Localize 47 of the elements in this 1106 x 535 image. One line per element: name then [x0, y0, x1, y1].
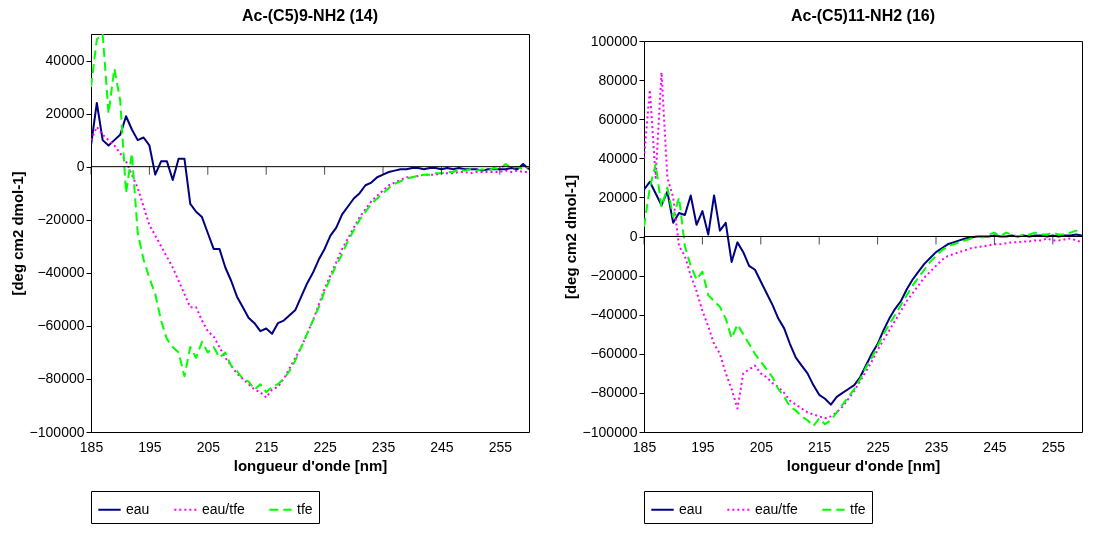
x-tick-label: 235	[924, 438, 949, 455]
x-tick-label: 195	[138, 438, 162, 455]
x-axis-title: longueur d'onde [nm]	[233, 456, 388, 474]
legend-label: eau/tfe	[755, 500, 799, 517]
y-tick-label: 20000	[45, 105, 85, 122]
y-tick-label: −20000	[590, 267, 638, 284]
x-tick-label: 245	[430, 438, 454, 455]
y-tick-label: −60000	[590, 345, 638, 362]
x-tick-label: 215	[255, 438, 279, 455]
y-tick-label: −100000	[29, 423, 85, 440]
y-axis-title: [deg cm2 dmol-1]	[561, 174, 579, 300]
x-tick-label: 215	[808, 438, 832, 455]
x-tick-label: 255	[1041, 438, 1066, 455]
x-tick-label: 235	[371, 438, 396, 455]
x-tick-label: 205	[196, 438, 221, 455]
y-tick-label: 60000	[598, 110, 638, 127]
y-tick-label: 0	[629, 228, 638, 244]
x-tick-label: 205	[749, 438, 774, 455]
x-tick-label: 255	[488, 438, 513, 455]
chart-title: Ac-(C5)11-NH2 (16)	[790, 7, 936, 24]
legend-label: eau	[126, 500, 150, 517]
legend-label: eau/tfe	[202, 500, 246, 517]
y-tick-label: −80000	[590, 384, 638, 401]
y-tick-label: 20000	[598, 188, 638, 205]
y-tick-label: 100000	[590, 32, 638, 49]
x-tick-label: 185	[79, 438, 104, 455]
y-tick-label: −20000	[37, 211, 85, 228]
y-tick-label: 40000	[598, 149, 638, 166]
y-tick-label: −100000	[582, 423, 638, 440]
y-tick-label: −60000	[37, 317, 85, 334]
y-tick-label: −80000	[37, 370, 85, 387]
y-axis-title: [deg cm2 dmol-1]	[8, 171, 26, 296]
legend-label: eau	[679, 500, 703, 517]
y-tick-label: −40000	[37, 264, 85, 281]
x-tick-label: 185	[632, 438, 657, 455]
x-tick-label: 195	[691, 438, 715, 455]
legend-label: tfe	[850, 500, 866, 517]
y-tick-label: −40000	[590, 306, 638, 323]
x-tick-label: 245	[983, 438, 1007, 455]
y-tick-label: 80000	[598, 71, 638, 88]
x-axis-title: longueur d'onde [nm]	[786, 456, 941, 474]
x-tick-label: 225	[866, 438, 890, 455]
y-tick-label: 0	[76, 158, 85, 175]
y-tick-label: 40000	[45, 52, 85, 69]
x-tick-label: 225	[313, 438, 337, 455]
chart-title: Ac-(C5)9-NH2 (14)	[241, 7, 379, 24]
legend-label: tfe	[297, 500, 313, 517]
